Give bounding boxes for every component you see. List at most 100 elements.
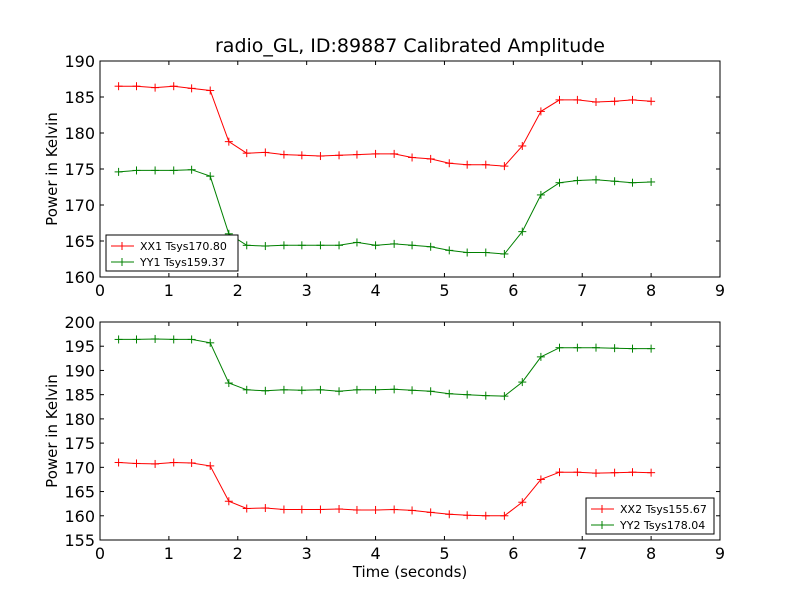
y-tick-label: 155 <box>64 531 95 550</box>
data-point <box>371 149 380 158</box>
top-plot: 0 1 2 3 4 5 6 7 8 9 160 165 170 175 180 185 190 Power in … <box>43 52 725 300</box>
data-point <box>426 242 435 251</box>
data-point <box>463 511 472 520</box>
x-axis-label: Time (seconds) <box>352 563 468 581</box>
data-point <box>445 389 454 398</box>
data-point <box>390 505 399 514</box>
data-point <box>463 160 472 169</box>
data-point <box>242 241 251 250</box>
data-point <box>187 458 196 467</box>
data-point <box>518 141 527 150</box>
data-point <box>500 392 509 401</box>
y-tick-label: 165 <box>64 232 95 251</box>
x-tick-label: 5 <box>439 281 449 300</box>
data-point <box>316 241 325 250</box>
y-tick-label: 200 <box>64 313 95 332</box>
data-point <box>224 379 233 388</box>
data-point <box>445 246 454 255</box>
data-point <box>610 344 619 353</box>
legend: XX2 Tsys155.67 YY2 Tsys178.04 <box>585 497 715 535</box>
data-point <box>647 468 656 477</box>
y-tick-label: 185 <box>64 88 95 107</box>
y-tick-label: 175 <box>64 160 95 179</box>
data-point <box>151 459 160 468</box>
bottom-plot: 0 1 2 3 4 5 6 7 8 9 155 160 165 170 175 180 185 190 195 200… <box>43 313 725 581</box>
data-point <box>610 177 619 186</box>
y-tick-label: 165 <box>64 483 95 502</box>
x-tick-label: 4 <box>370 544 380 563</box>
x-tick-label: 7 <box>577 544 587 563</box>
data-point <box>335 387 344 396</box>
data-point <box>536 475 545 484</box>
data-point <box>371 241 380 250</box>
y-tick-label: 180 <box>64 124 95 143</box>
data-point <box>628 95 637 104</box>
data-point <box>408 241 417 250</box>
x-tick-label: 1 <box>164 544 174 563</box>
data-point <box>132 82 141 91</box>
chart-title: radio_GL, ID:89887 Calibrated Amplitude <box>215 35 605 57</box>
x-tick-label: 4 <box>370 281 380 300</box>
data-point <box>518 498 527 507</box>
data-point <box>316 152 325 161</box>
data-point <box>352 385 361 394</box>
data-point <box>592 469 600 478</box>
legend-label: XX2 Tsys155.67 <box>620 503 707 516</box>
data-point <box>445 510 454 519</box>
data-point <box>500 511 509 520</box>
data-point <box>242 504 251 513</box>
x-tick-label: 9 <box>715 544 725 563</box>
data-point <box>518 378 527 387</box>
data-point <box>279 241 288 250</box>
data-point <box>610 97 619 106</box>
data-point <box>279 505 288 514</box>
data-point <box>261 148 270 157</box>
data-point <box>445 159 454 168</box>
y-tick-label: 175 <box>64 434 95 453</box>
legend: XX1 Tsys170.80 YY1 Tsys159.37 <box>105 234 239 272</box>
data-point <box>352 505 361 514</box>
data-point <box>352 150 361 159</box>
data-point <box>426 387 435 396</box>
data-point <box>647 97 656 106</box>
y-tick-label: 195 <box>64 337 95 356</box>
data-point <box>114 82 123 91</box>
data-point <box>187 165 196 174</box>
data-point <box>206 172 215 181</box>
y-axis-label: Power in Kelvin <box>43 374 61 488</box>
y-tick-label: 170 <box>64 458 95 477</box>
data-point <box>297 241 306 250</box>
data-point <box>114 458 123 467</box>
data-point <box>500 162 509 171</box>
data-point <box>628 344 637 353</box>
data-point <box>261 386 270 395</box>
data-point <box>628 468 637 477</box>
data-point <box>297 151 306 160</box>
data-point <box>536 107 545 116</box>
x-tick-label: 3 <box>302 544 312 563</box>
data-point <box>242 149 251 158</box>
data-point <box>481 391 490 400</box>
data-point <box>371 385 380 394</box>
data-point <box>297 386 306 395</box>
data-point <box>224 497 233 506</box>
data-point <box>592 98 600 107</box>
x-tick-label: 9 <box>715 281 725 300</box>
data-point <box>224 137 233 146</box>
data-point <box>390 239 399 248</box>
data-point <box>426 154 435 163</box>
data-point <box>316 385 325 394</box>
data-point <box>536 352 545 361</box>
data-point <box>151 166 160 175</box>
y-tick-label: 160 <box>64 507 95 526</box>
data-point <box>408 153 417 162</box>
x-tick-label: 2 <box>233 544 243 563</box>
x-tick-label: 3 <box>302 281 312 300</box>
data-point <box>114 167 123 176</box>
data-point <box>573 176 582 185</box>
data-point <box>555 343 564 352</box>
x-tick-label: 5 <box>439 544 449 563</box>
data-point <box>114 335 123 344</box>
data-point <box>555 178 564 187</box>
data-point <box>187 335 196 344</box>
